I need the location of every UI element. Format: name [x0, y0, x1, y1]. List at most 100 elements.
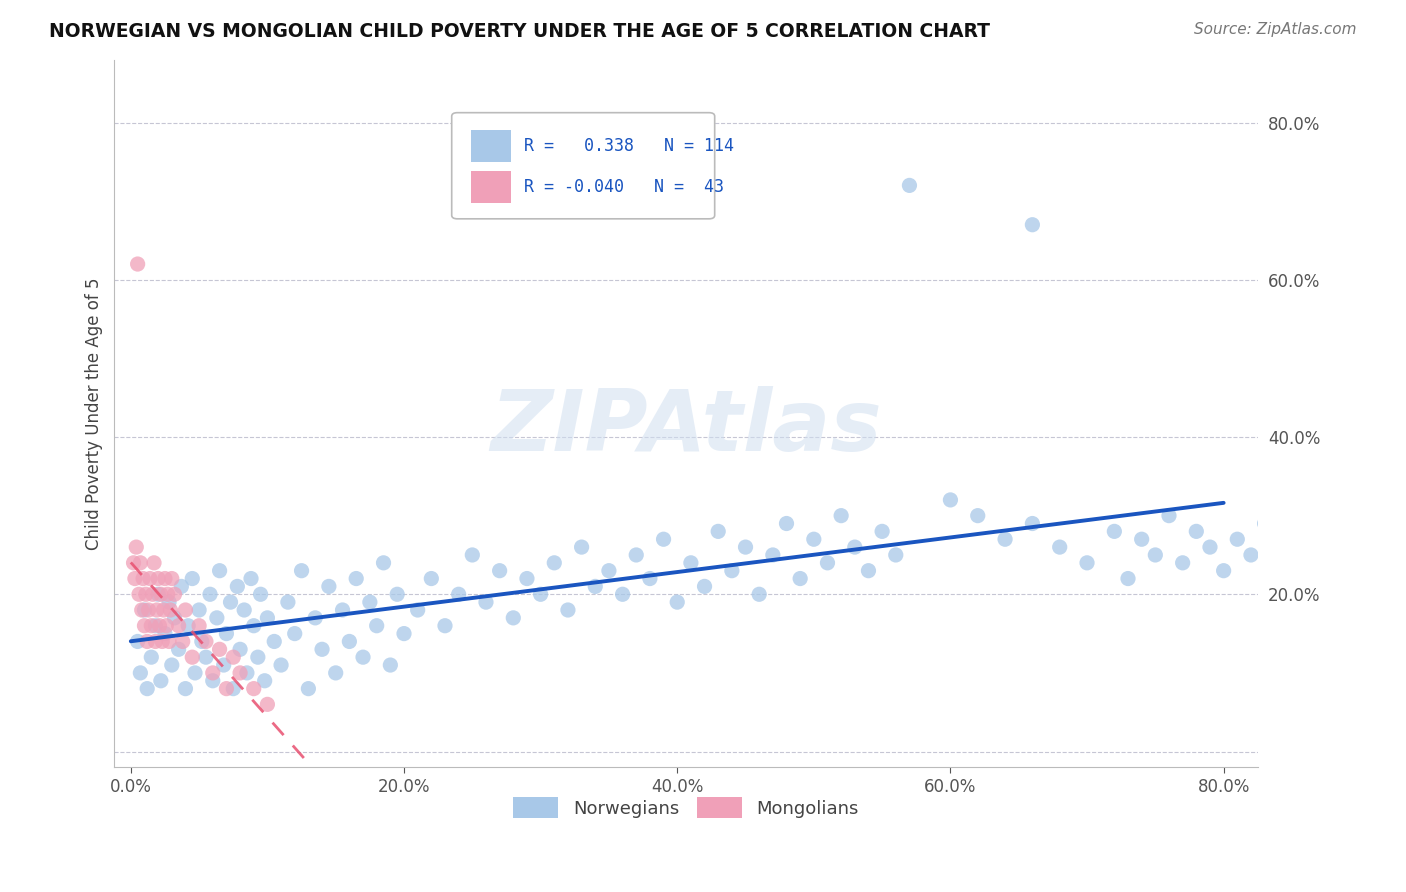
Point [215, 626, 238, 640]
Point [253, 673, 276, 688]
Point [1130, 533, 1153, 547]
Text: Source: ZipAtlas.com: Source: ZipAtlas.com [1194, 22, 1357, 37]
Text: R =   0.338   N = 114: R = 0.338 N = 114 [524, 137, 734, 155]
Text: NORWEGIAN VS MONGOLIAN CHILD POVERTY UNDER THE AGE OF 5 CORRELATION CHART: NORWEGIAN VS MONGOLIAN CHILD POVERTY UND… [49, 22, 990, 41]
Point [571, 540, 593, 554]
Point [359, 595, 381, 609]
Point [392, 626, 415, 640]
Point [284, 626, 307, 640]
Point [1104, 524, 1126, 539]
Point [128, 587, 150, 601]
Point [290, 564, 312, 578]
Point [246, 650, 269, 665]
Point [132, 572, 155, 586]
Point [1076, 556, 1098, 570]
Point [447, 587, 470, 601]
Point [145, 603, 167, 617]
Point [212, 658, 235, 673]
Point [898, 178, 921, 193]
Point [159, 603, 181, 617]
Point [156, 587, 179, 601]
Point [583, 579, 606, 593]
Point [256, 611, 278, 625]
Point [149, 673, 172, 688]
Point [152, 603, 174, 617]
Point [149, 587, 172, 601]
Point [337, 634, 360, 648]
Point [734, 540, 756, 554]
Point [707, 524, 730, 539]
Point [135, 587, 157, 601]
Point [1116, 572, 1139, 586]
Point [170, 579, 193, 593]
Point [131, 603, 153, 617]
Point [163, 611, 186, 625]
Point [146, 572, 169, 586]
Point [332, 603, 354, 617]
Point [163, 587, 186, 601]
Point [157, 595, 180, 609]
Point [638, 572, 661, 586]
Point [184, 665, 207, 680]
Point [748, 587, 770, 601]
Point [844, 540, 866, 554]
Point [134, 603, 156, 617]
Point [194, 650, 217, 665]
Point [803, 533, 825, 547]
Point [177, 618, 200, 632]
Point [1157, 508, 1180, 523]
Point [125, 540, 148, 554]
Y-axis label: Child Poverty Under the Age of 5: Child Poverty Under the Age of 5 [86, 277, 103, 549]
Point [775, 516, 797, 531]
Point [145, 618, 167, 632]
Point [1144, 548, 1167, 562]
Point [679, 556, 702, 570]
Point [150, 634, 173, 648]
Point [240, 572, 263, 586]
Point [122, 556, 145, 570]
Point [127, 634, 149, 648]
Point [277, 595, 299, 609]
Point [817, 556, 839, 570]
Point [124, 572, 146, 586]
Point [939, 492, 962, 507]
Point [236, 665, 259, 680]
Point [789, 572, 811, 586]
Point [373, 556, 395, 570]
Point [1212, 564, 1234, 578]
Point [1226, 533, 1249, 547]
Point [138, 603, 160, 617]
Point [242, 618, 264, 632]
Point [311, 642, 333, 657]
Point [263, 634, 285, 648]
Point [139, 572, 162, 586]
Point [433, 618, 456, 632]
Point [229, 642, 252, 657]
Bar [471, 130, 512, 162]
Point [141, 618, 163, 632]
Point [160, 572, 183, 586]
Point [598, 564, 620, 578]
Point [148, 618, 170, 632]
Point [215, 681, 238, 696]
Point [1185, 524, 1208, 539]
Point [129, 556, 152, 570]
Point [172, 634, 194, 648]
Point [1021, 516, 1043, 531]
Point [129, 665, 152, 680]
Text: R = -0.040   N =  43: R = -0.040 N = 43 [524, 178, 724, 196]
Point [475, 595, 498, 609]
Point [1199, 540, 1222, 554]
Point [884, 548, 907, 562]
Point [1240, 548, 1263, 562]
Point [157, 634, 180, 648]
Point [366, 618, 388, 632]
Point [1049, 540, 1071, 554]
Point [155, 618, 177, 632]
Point [344, 572, 367, 586]
Point [762, 548, 785, 562]
Point [1253, 516, 1275, 531]
Point [142, 587, 165, 601]
Point [201, 665, 224, 680]
Point [134, 618, 156, 632]
